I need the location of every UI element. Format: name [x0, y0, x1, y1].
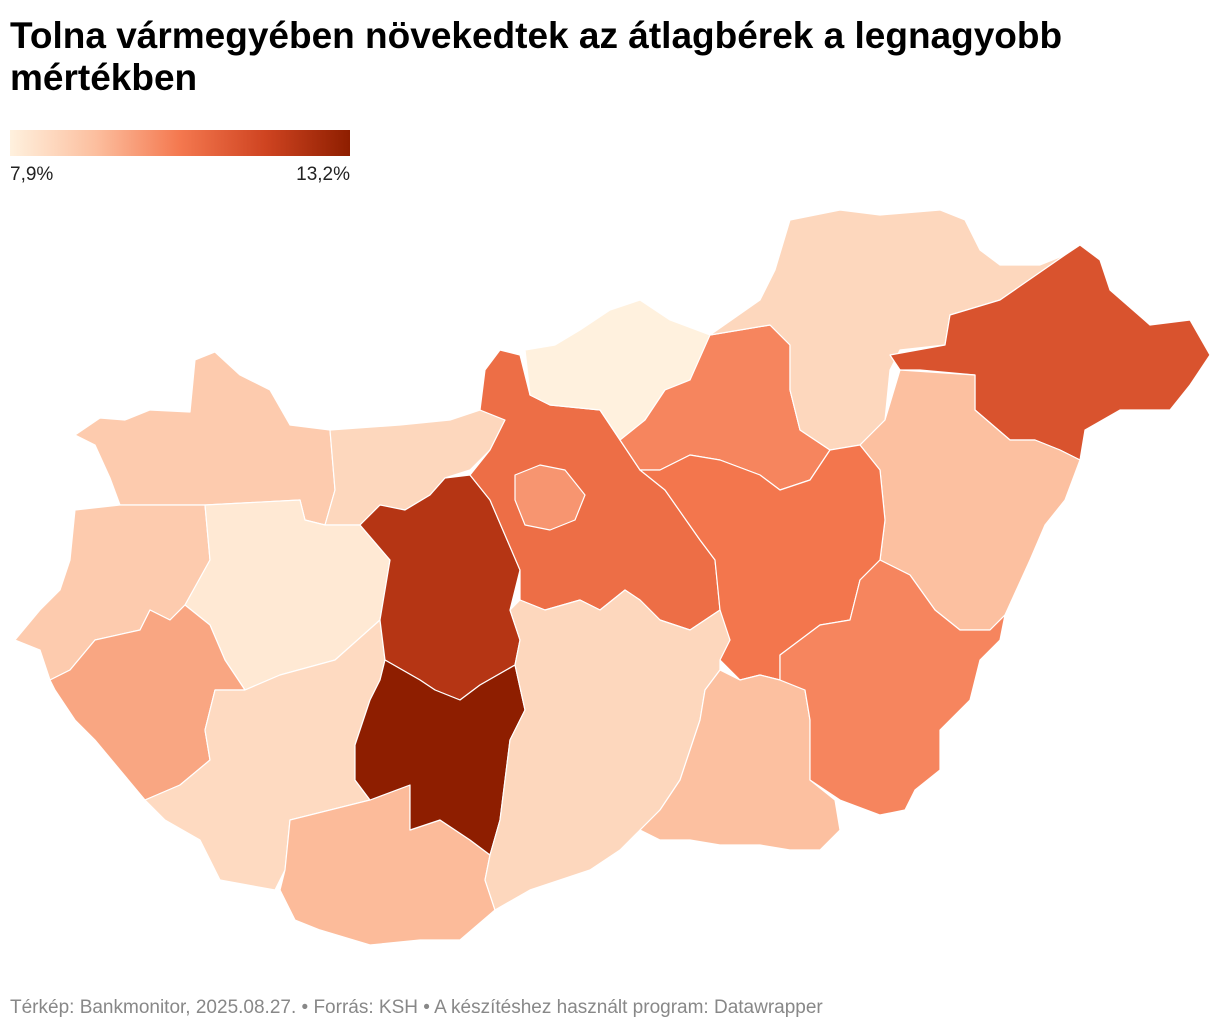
footer: Térkép: Bankmonitor, 2025.08.27. • Forrá… — [10, 997, 823, 1018]
county — [74, 351, 336, 526]
county — [779, 559, 1006, 816]
legend-min: 7,9% — [10, 164, 53, 185]
regions — [14, 209, 1211, 946]
legend-max: 13,2% — [296, 164, 350, 185]
title: Tolna vármegyében növekedtek az átlagbér… — [10, 15, 1062, 98]
county — [514, 464, 586, 531]
legend-bar — [10, 130, 350, 156]
